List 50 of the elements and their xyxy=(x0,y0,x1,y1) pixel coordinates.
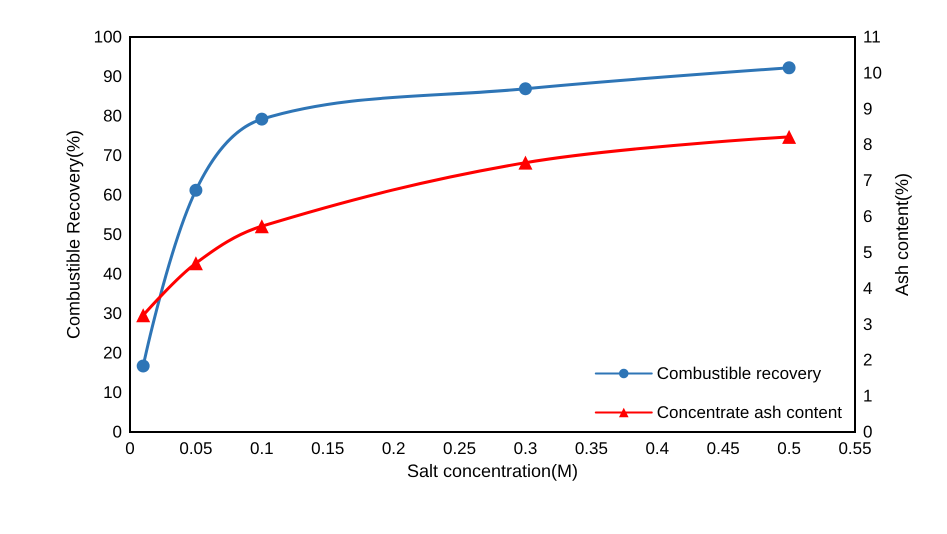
y-tick-label: 30 xyxy=(103,304,122,323)
point xyxy=(188,256,203,270)
y-tick-label: 60 xyxy=(103,186,122,204)
y-axis-title: Combustible Recovery(%) xyxy=(64,130,84,340)
x-tick-label: 0 xyxy=(125,439,135,458)
legend-label: Combustible recovery xyxy=(656,364,822,383)
y2-tick-label: 2 xyxy=(863,350,872,370)
point xyxy=(782,61,796,74)
point xyxy=(136,360,150,373)
y2-tick-label: 4 xyxy=(863,278,872,298)
y2-tick-label: 6 xyxy=(863,207,872,226)
x-axis-title: Salt concentration(M) xyxy=(406,461,578,481)
y-tick-label: 50 xyxy=(103,225,122,244)
x-tick-label: 0.3 xyxy=(514,439,538,458)
y-tick-label: 20 xyxy=(103,344,122,362)
x-tick-label: 0.05 xyxy=(179,439,212,458)
y2-tick-label: 3 xyxy=(863,314,872,334)
y2-tick-label: 10 xyxy=(863,63,882,82)
y2-tick-label: 11 xyxy=(863,28,881,46)
y2-tick-label: 9 xyxy=(863,99,872,118)
x-tick-label: 0.35 xyxy=(574,439,608,458)
y-tick-label: 100 xyxy=(94,28,122,46)
point xyxy=(189,184,202,197)
y2-tick-label: 0 xyxy=(863,422,872,442)
y-tick-label: 80 xyxy=(103,106,122,126)
y2-tick-label: 8 xyxy=(863,135,872,154)
y-tick-label: 10 xyxy=(103,383,122,402)
legend-label: Concentrate ash content xyxy=(656,403,842,422)
x-tick-label: 0.2 xyxy=(382,439,406,458)
x-tick-label: 0.45 xyxy=(706,439,740,458)
y2-tick-label: 1 xyxy=(863,386,872,406)
point xyxy=(136,308,150,322)
x-tick-label: 0.1 xyxy=(250,439,274,458)
y-tick-label: 90 xyxy=(103,67,122,86)
y2-tick-label: 7 xyxy=(863,171,872,190)
y-tick-label: 70 xyxy=(103,146,122,165)
point xyxy=(254,219,269,234)
x-tick-label: 0.5 xyxy=(777,439,801,458)
y-tick-label: 40 xyxy=(103,264,122,284)
point xyxy=(782,130,796,144)
y-tick-label: 0 xyxy=(112,422,122,442)
x-tick-label: 0.15 xyxy=(311,439,344,458)
point xyxy=(255,112,268,126)
y2-tick-label: 5 xyxy=(863,242,872,262)
x-tick-label: 0.4 xyxy=(645,439,670,458)
point xyxy=(518,156,532,170)
x-tick-label: 0.55 xyxy=(838,439,872,458)
point xyxy=(518,82,532,96)
x-tick-label: 0.25 xyxy=(443,439,476,458)
y2-axis-title: Ash content(%) xyxy=(892,172,912,296)
